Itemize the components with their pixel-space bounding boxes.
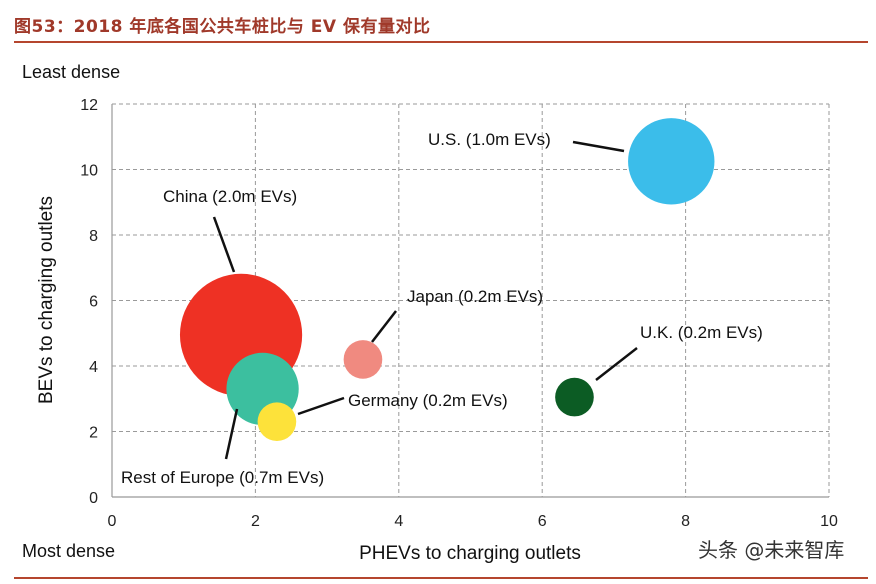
y-tick-label: 12 bbox=[80, 97, 98, 114]
annotation-germany: Germany (0.2m EVs) bbox=[348, 391, 508, 410]
annotation-leaders bbox=[212, 140, 638, 460]
bubble-japan bbox=[343, 340, 383, 379]
annotation-u-s: U.S. (1.0m EVs) bbox=[428, 130, 551, 149]
annotations: China (2.0m EVs) Rest of Europe (0.7m EVs… bbox=[121, 130, 763, 487]
x-tick-label: 10 bbox=[820, 513, 838, 530]
y-axis-label: BEVs to charging outlets bbox=[36, 196, 57, 404]
corner-label-most-dense: Most dense bbox=[22, 541, 115, 561]
leader-u-k bbox=[595, 347, 638, 381]
x-tick-label: 8 bbox=[681, 513, 690, 530]
title-rule bbox=[14, 41, 868, 43]
leader-rest-of-europe bbox=[224, 408, 239, 460]
annotation-u-k: U.K. (0.2m EVs) bbox=[640, 323, 763, 342]
corner-label-least-dense: Least dense bbox=[22, 62, 120, 82]
annotation-rest-of-europe: Rest of Europe (0.7m EVs) bbox=[121, 468, 324, 487]
y-tick-label: 10 bbox=[80, 163, 98, 180]
y-tick-label: 8 bbox=[89, 228, 98, 245]
bubble-u-s bbox=[628, 118, 715, 205]
bubble-u-k bbox=[555, 377, 594, 417]
x-axis-label: PHEVs to charging outlets bbox=[359, 543, 581, 564]
plot-frame bbox=[111, 104, 829, 498]
leader-u-s bbox=[572, 140, 625, 153]
figure-title: 图53：2018 年底各国公共车桩比与 EV 保有量对比 bbox=[14, 17, 431, 37]
bubble-germany bbox=[257, 402, 297, 441]
leader-china bbox=[212, 216, 236, 273]
leader-japan bbox=[371, 310, 397, 343]
leader-germany bbox=[297, 396, 345, 416]
bubbles bbox=[179, 118, 715, 441]
y-tick-label: 6 bbox=[89, 294, 98, 311]
annotation-china: China (2.0m EVs) bbox=[163, 187, 297, 206]
x-tick-label: 0 bbox=[108, 513, 117, 530]
y-tick-label: 4 bbox=[89, 359, 98, 376]
y-tick-labels: 0 2 4 6 8 10 12 bbox=[80, 97, 98, 507]
bottom-rule bbox=[14, 577, 868, 579]
y-tick-label: 0 bbox=[89, 490, 98, 507]
x-tick-label: 6 bbox=[538, 513, 547, 530]
annotation-japan: Japan (0.2m EVs) bbox=[407, 287, 543, 306]
x-tick-labels: 0 2 4 6 8 10 bbox=[108, 513, 838, 530]
x-tick-label: 2 bbox=[251, 513, 260, 530]
watermark: 头条 @未来智库 bbox=[698, 538, 844, 562]
y-tick-label: 2 bbox=[89, 425, 98, 442]
x-tick-label: 4 bbox=[394, 513, 403, 530]
